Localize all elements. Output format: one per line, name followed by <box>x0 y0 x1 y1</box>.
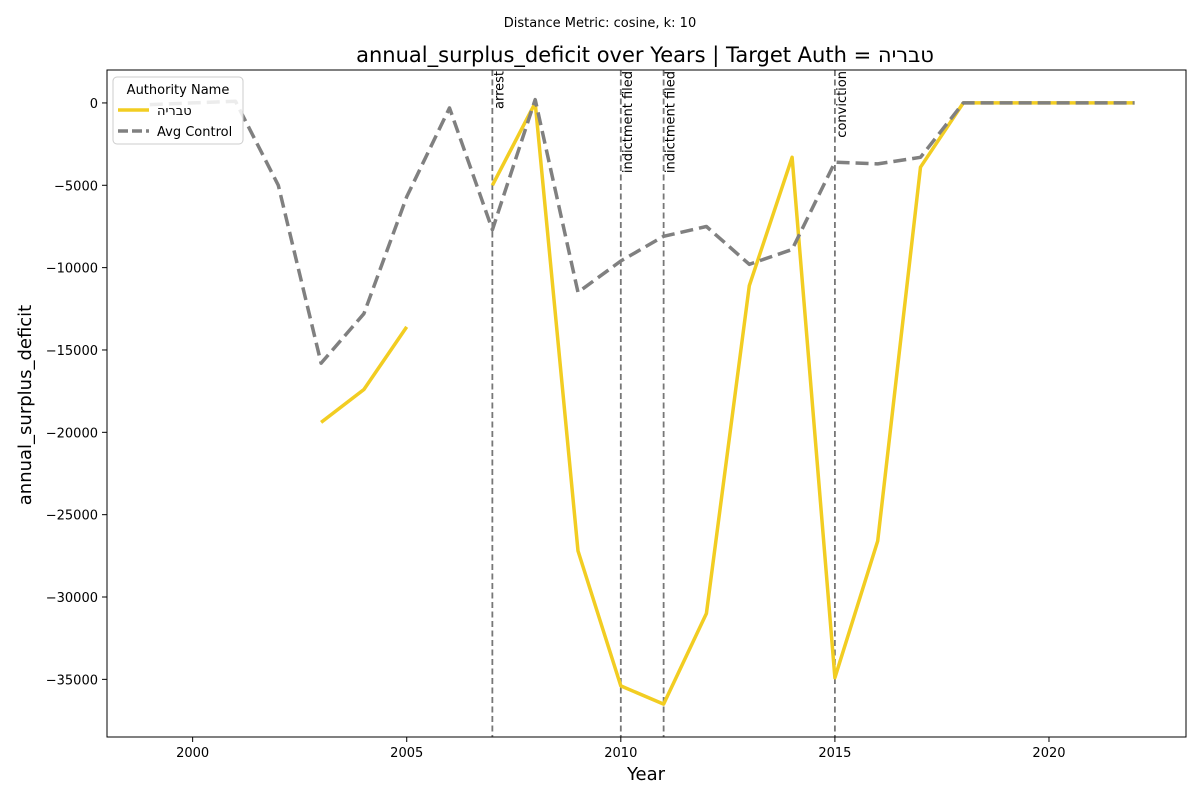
y-axis-title: annual_surplus_deficit <box>15 305 36 505</box>
target-series-line <box>320 325 409 424</box>
legend-entry-label: Avg Control <box>157 125 232 140</box>
event-label: arrest <box>492 71 507 109</box>
chart-suptitle: Distance Metric: cosine, k: 10 <box>504 16 696 31</box>
legend: Authority Name טבריה Avg Control <box>112 76 244 145</box>
x-tick-label: 2015 <box>818 746 851 761</box>
chart-title: annual_surplus_deficit over Years | Targ… <box>356 43 934 68</box>
y-tick-label: −15000 <box>46 344 98 359</box>
x-tick-label: 2005 <box>390 746 423 761</box>
legend-entry-label: טבריה <box>157 104 192 119</box>
event-label: conviction <box>835 71 850 138</box>
x-tick-label: 2000 <box>176 746 209 761</box>
y-tick-label: −10000 <box>46 262 98 277</box>
y-tick-label: −25000 <box>46 509 98 524</box>
legend-box <box>112 76 244 145</box>
target-series-line <box>490 101 1135 706</box>
legend-title: Authority Name <box>127 83 230 98</box>
x-tick-label: 2010 <box>604 746 637 761</box>
y-tick-label: 0 <box>90 97 98 112</box>
y-tick-label: −20000 <box>46 426 98 441</box>
plot-area: 2000 2005 2010 2015 2020 0 −5000 −10000 −15000 −2… <box>46 69 1187 761</box>
y-tick-label: −30000 <box>46 591 98 606</box>
x-axis-title: Year <box>626 764 666 785</box>
event-label: indictment filed <box>664 71 679 173</box>
event-label: indictment filed <box>621 71 636 173</box>
plot-frame <box>106 69 1187 738</box>
y-tick-label: −35000 <box>46 673 98 688</box>
x-tick-label: 2020 <box>1032 746 1065 761</box>
control-series-line <box>149 97 1135 365</box>
y-tick-label: −5000 <box>54 179 98 194</box>
